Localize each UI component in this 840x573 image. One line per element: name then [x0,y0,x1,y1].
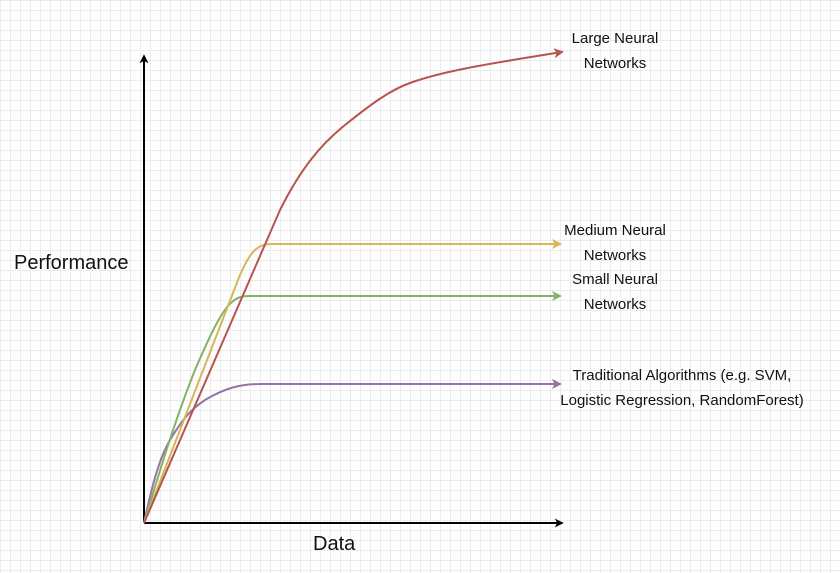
curve-label-line: Traditional Algorithms (e.g. SVM, [572,367,792,384]
y-axis-label: Performance [14,252,129,274]
curve-label-large: Large Neural Networks [555,26,675,76]
curve-label-medium: Medium Neural Networks [555,218,675,268]
curve-traditional [143,379,562,524]
curve-large [143,48,564,524]
curve-label-line: Logistic Regression, RandomForest) [560,392,804,409]
curve-label-small: Small Neural Networks [555,267,675,317]
curve-small [143,291,562,524]
curve-label-line: Networks [583,247,647,264]
curve-label-line: Medium Neural [564,222,666,239]
curve-label-line: Networks [583,55,647,72]
curve-label-line: Networks [583,296,647,313]
curve-label-line: Small Neural [572,271,658,288]
curve-label-traditional: Traditional Algorithms (e.g. SVM, Logist… [548,363,816,413]
curve-medium [143,239,562,524]
x-axis-label: Data [313,533,356,555]
curve-label-line: Large Neural [571,30,659,47]
